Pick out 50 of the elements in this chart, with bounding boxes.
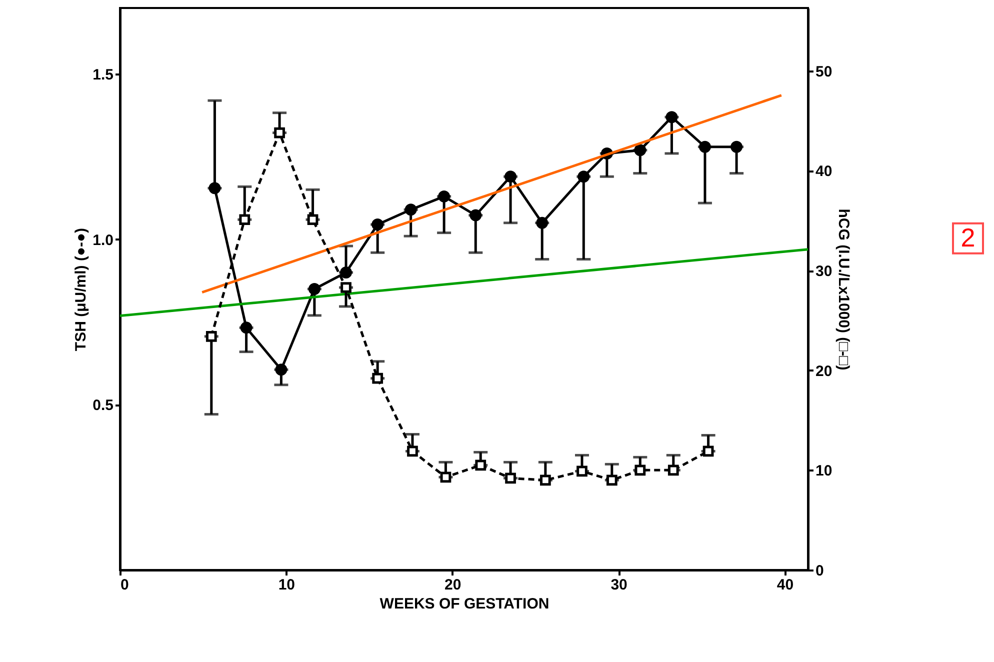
point	[308, 283, 320, 295]
point	[536, 216, 548, 229]
point	[340, 266, 352, 278]
x-tick-label: 20	[444, 576, 462, 594]
point	[668, 464, 679, 476]
x-tick-label: 30	[610, 576, 628, 594]
point	[505, 472, 516, 484]
y-tick-label: 0.5	[92, 397, 114, 414]
y2-tick-label: 10	[816, 462, 832, 480]
y-axis-title: TSH (μU/ml) (●-●)	[72, 228, 90, 352]
point	[470, 209, 482, 222]
point	[206, 330, 217, 342]
y2-tick-label: 20	[816, 362, 832, 380]
point	[340, 282, 352, 293]
point	[606, 474, 618, 486]
point	[702, 446, 714, 457]
point	[404, 204, 417, 216]
text: 2	[960, 222, 976, 252]
y2-tick-label: 50	[816, 63, 832, 80]
y2-tick-label: 40	[816, 163, 832, 180]
x-tick-label: 0	[120, 576, 129, 594]
point	[438, 190, 450, 202]
point	[666, 111, 678, 124]
point	[239, 214, 250, 226]
point	[634, 464, 646, 476]
point	[274, 127, 285, 138]
y2-tick-label: 0	[816, 562, 824, 580]
point	[372, 218, 384, 231]
y-tick-label: 1.0	[92, 232, 114, 249]
point	[440, 472, 452, 483]
point	[504, 170, 517, 183]
point	[698, 140, 711, 153]
y2-tick-label: 30	[816, 263, 832, 280]
point	[730, 140, 743, 153]
point	[475, 460, 486, 471]
point	[407, 446, 418, 457]
point	[634, 144, 646, 156]
point	[372, 372, 384, 384]
point	[540, 474, 551, 486]
x-tick-label: 10	[278, 576, 296, 594]
point	[576, 466, 588, 477]
point	[578, 170, 590, 183]
y2-axis-title: hCG (I.U./Lx1000) (□-□)	[835, 208, 852, 370]
x-tick-label: 40	[776, 576, 794, 594]
point	[240, 322, 252, 334]
point	[275, 364, 288, 376]
x-axis-title: WEEKS OF GESTATION	[380, 596, 550, 612]
point	[307, 214, 318, 226]
y-tick-label: 1.5	[92, 66, 114, 84]
point	[208, 182, 221, 194]
